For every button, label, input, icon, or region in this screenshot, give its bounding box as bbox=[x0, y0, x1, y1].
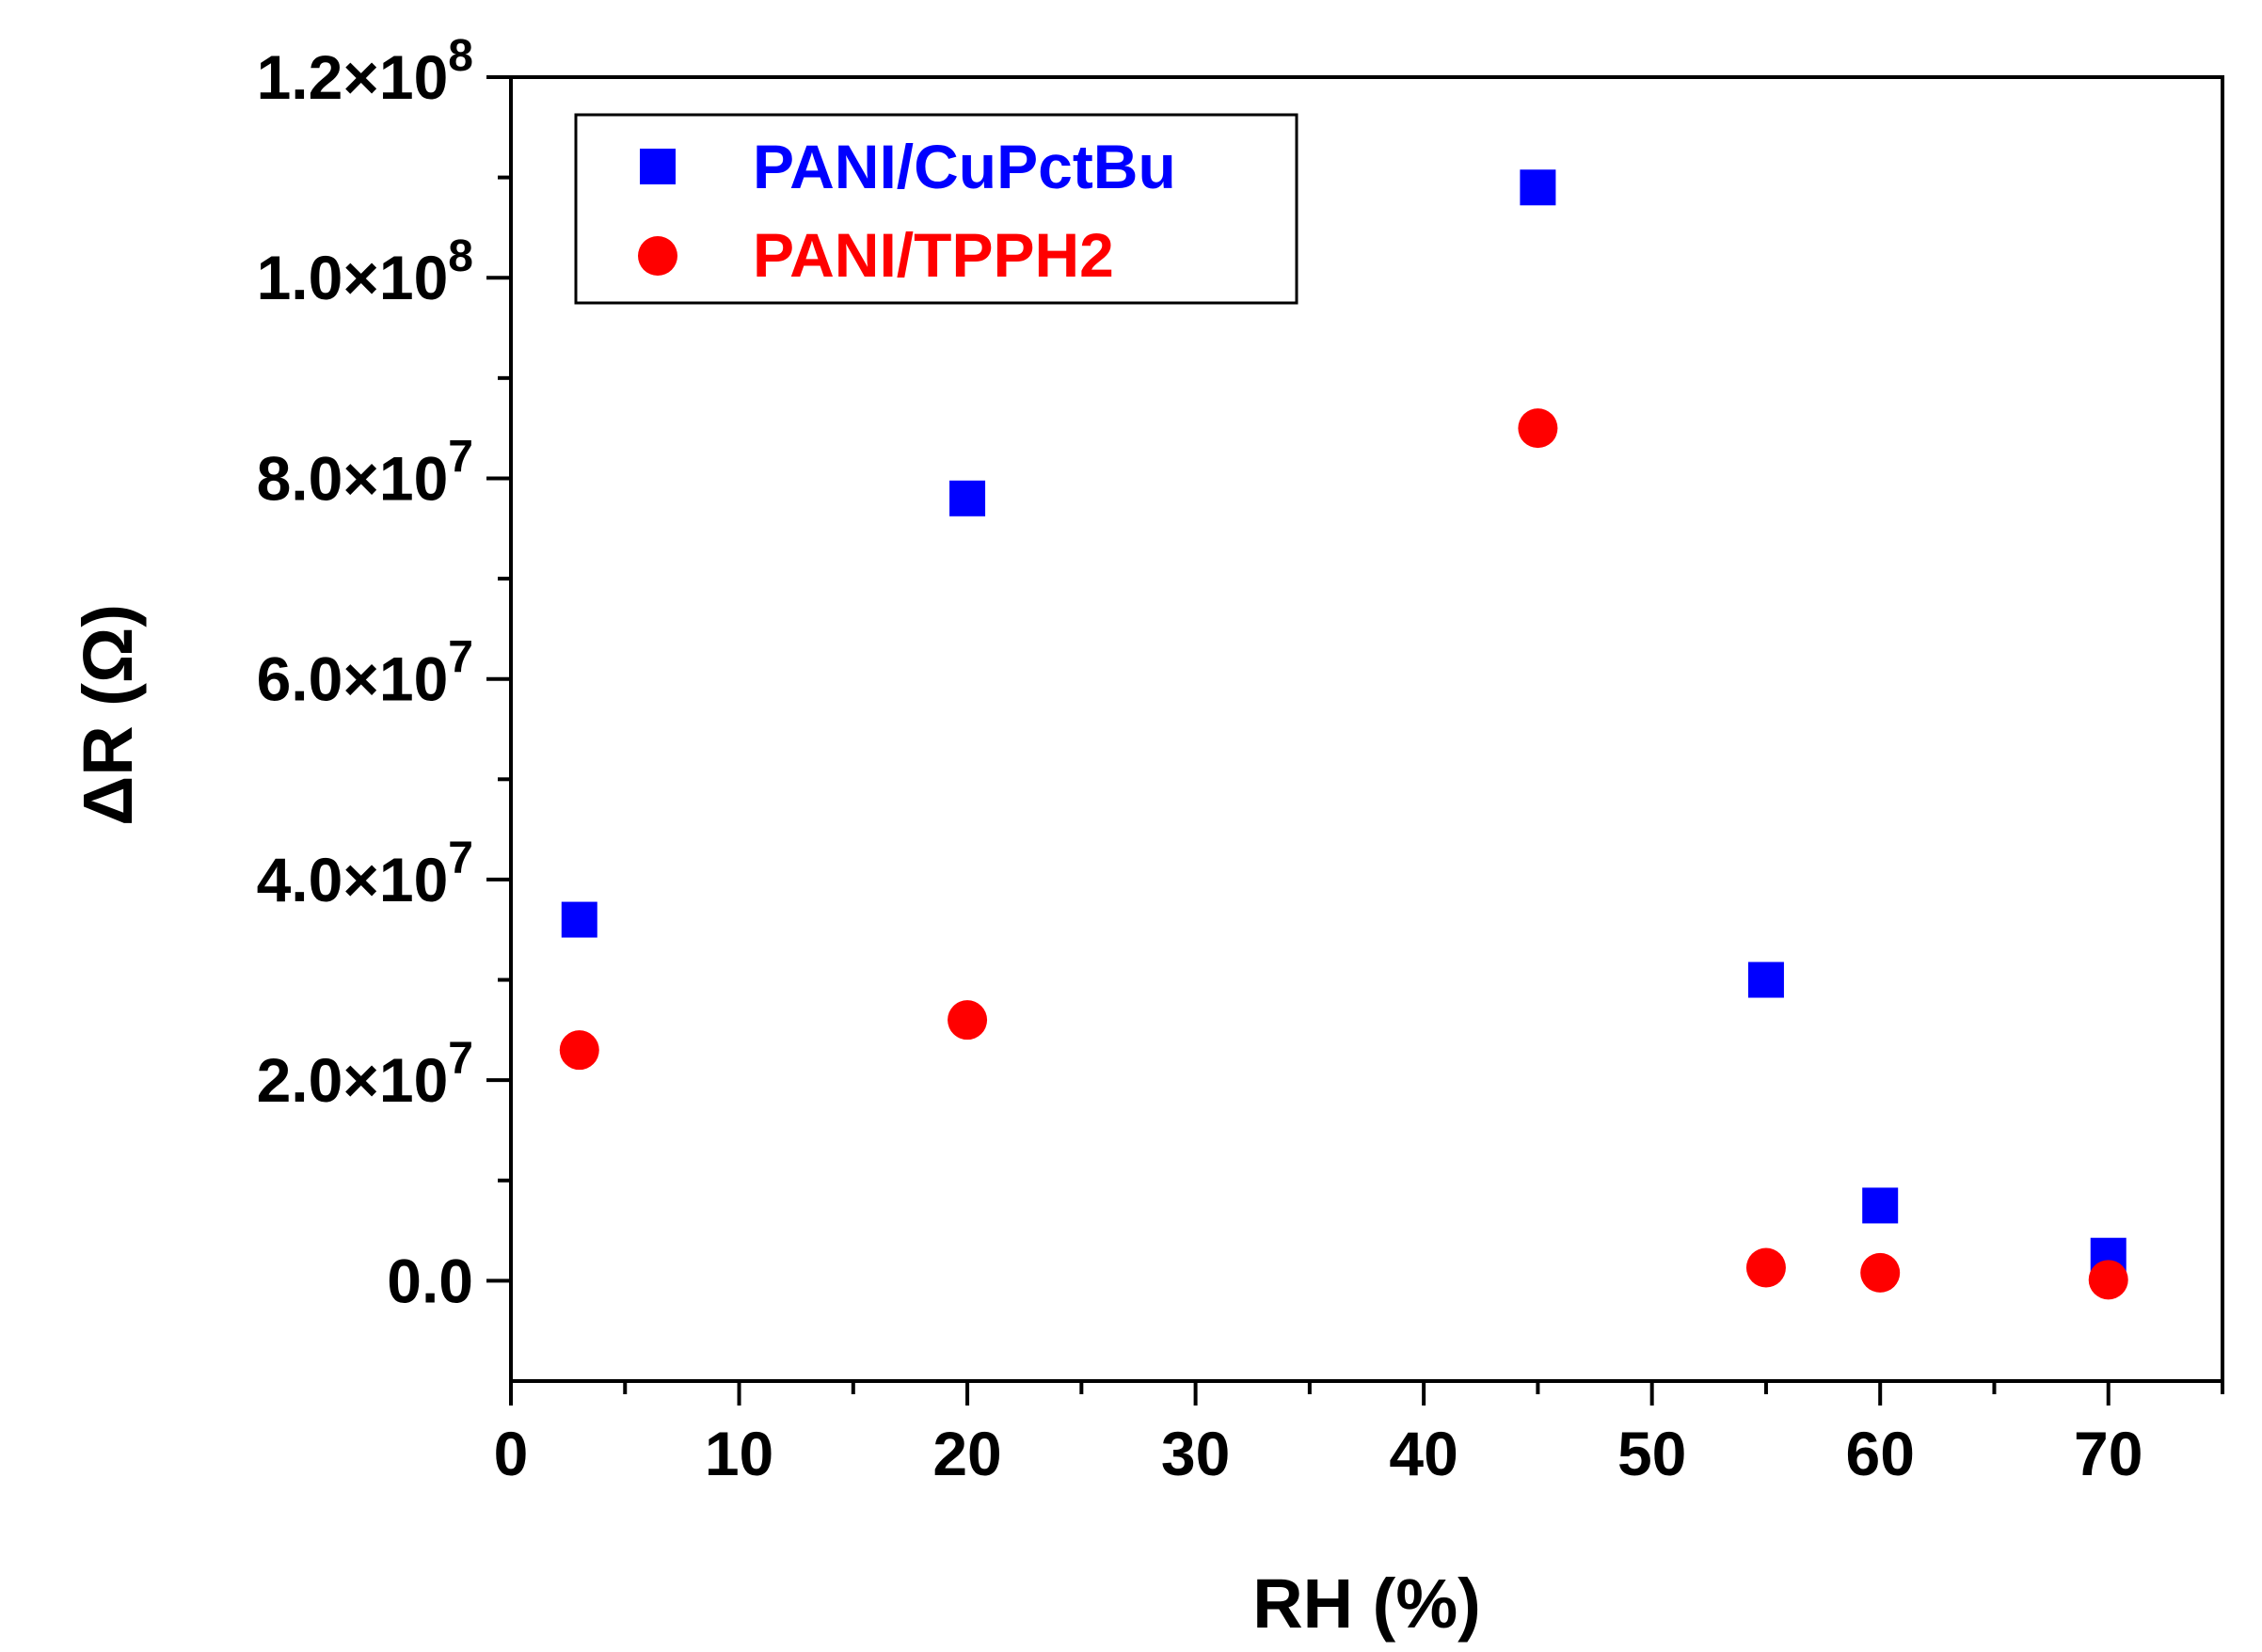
y-axis: 0.0 2.0×107 4.0×107 6.0×107 8.0×107 1.0×108 1.… bbox=[257, 31, 511, 1315]
data-point-square bbox=[561, 901, 597, 938]
x-tick-label: 10 bbox=[705, 1419, 773, 1488]
y-tick-label: 6.0×107 bbox=[257, 633, 473, 714]
plot-frame bbox=[509, 75, 2224, 1383]
x-tick-label: 50 bbox=[1617, 1419, 1686, 1488]
legend-box bbox=[574, 113, 1298, 305]
legend-label-pani-tpph2: PANI/TPPH2 bbox=[753, 220, 1114, 290]
y-axis-title: ΔR (Ω) bbox=[69, 604, 147, 826]
y-tick-label: 8.0×107 bbox=[257, 432, 473, 513]
data-point-square bbox=[1747, 961, 1784, 998]
data-markers bbox=[559, 169, 2128, 1300]
legend-label-pani-cupctbu: PANI/CuPctBu bbox=[753, 132, 1176, 201]
x-tick-label: 70 bbox=[2074, 1419, 2143, 1488]
data-point-square bbox=[1862, 1187, 1899, 1224]
x-tick-label: 30 bbox=[1161, 1419, 1230, 1488]
data-point-square bbox=[949, 480, 986, 516]
data-point-circle bbox=[948, 1000, 988, 1040]
data-point-circle bbox=[1745, 1247, 1786, 1288]
y-tick-label: 1.0×108 bbox=[257, 231, 473, 312]
y-tick-label: 2.0×107 bbox=[257, 1034, 473, 1115]
legend-marker-circle bbox=[638, 236, 677, 276]
x-tick-label: 0 bbox=[494, 1419, 529, 1488]
x-axis: 0 10 20 30 40 50 60 70 bbox=[494, 1381, 2224, 1488]
y-tick-label: 1.2×108 bbox=[257, 31, 473, 112]
data-point-circle bbox=[1860, 1252, 1901, 1293]
data-point-square bbox=[1520, 169, 1556, 206]
legend: PANI/CuPctBu PANI/TPPH2 bbox=[574, 113, 1298, 305]
data-point-circle bbox=[2088, 1260, 2128, 1300]
y-tick-label: 4.0×107 bbox=[257, 834, 473, 914]
data-point-circle bbox=[559, 1030, 599, 1071]
x-tick-label: 40 bbox=[1389, 1419, 1458, 1488]
data-point-circle bbox=[1518, 408, 1558, 449]
legend-marker-square bbox=[640, 149, 676, 184]
x-axis-title: RH (%) bbox=[1252, 1565, 1481, 1643]
y-tick-label: 0.0 bbox=[387, 1246, 473, 1315]
x-tick-label: 20 bbox=[932, 1419, 1001, 1488]
x-tick-label: 60 bbox=[1845, 1419, 1914, 1488]
